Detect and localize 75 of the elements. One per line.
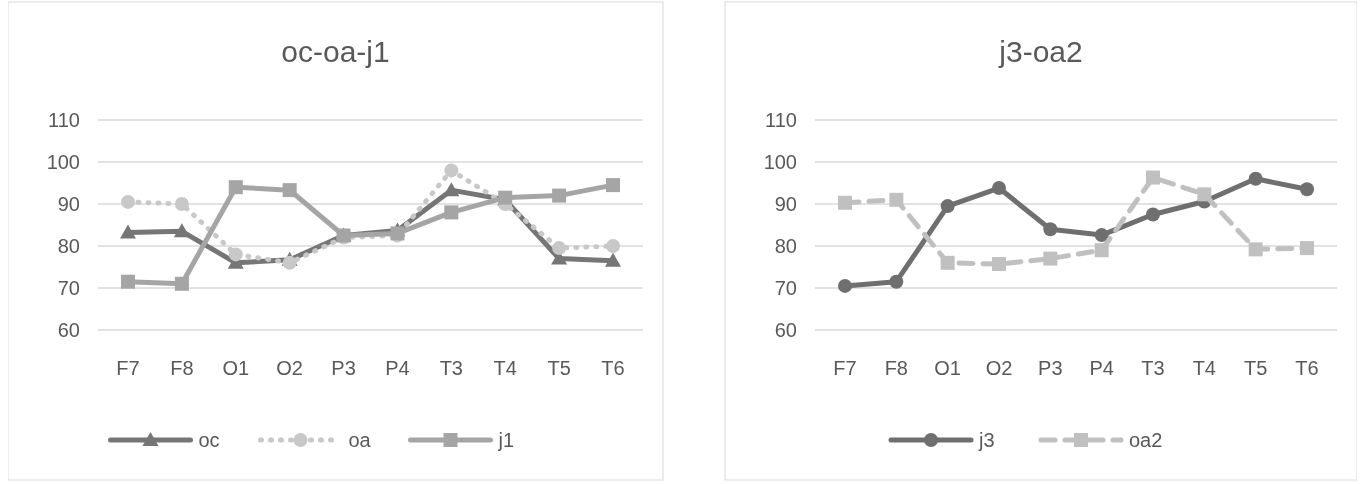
y-tick-label: 70 bbox=[57, 277, 80, 299]
x-tick-label: F8 bbox=[884, 357, 909, 379]
point bbox=[606, 239, 620, 253]
y-tick-label: 100 bbox=[46, 151, 80, 173]
x-tick-label: P3 bbox=[331, 357, 356, 379]
x-tick-label: O2 bbox=[985, 357, 1013, 379]
point bbox=[605, 252, 621, 267]
y-tick-label: 80 bbox=[57, 235, 80, 257]
point bbox=[940, 255, 955, 270]
point bbox=[1146, 207, 1160, 222]
point bbox=[992, 181, 1006, 196]
y-tick-label: 110 bbox=[48, 109, 80, 131]
y-tick-label: 80 bbox=[774, 235, 797, 257]
point bbox=[1094, 243, 1109, 258]
point bbox=[1248, 171, 1263, 186]
point bbox=[552, 188, 567, 203]
x-tick-label: T6 bbox=[1295, 357, 1319, 379]
point bbox=[173, 223, 190, 238]
point bbox=[282, 255, 297, 270]
x-tick-label: T3 bbox=[439, 357, 464, 379]
point bbox=[174, 276, 189, 291]
point bbox=[121, 274, 135, 289]
y-tick-label: 90 bbox=[57, 193, 80, 215]
x-tick-label: F7 bbox=[833, 357, 857, 379]
point bbox=[1248, 242, 1263, 257]
x-tick-label: P4 bbox=[1089, 357, 1114, 379]
point bbox=[889, 192, 904, 207]
x-tick-label: T6 bbox=[601, 357, 625, 379]
point bbox=[1146, 170, 1160, 185]
x-tick-label: O2 bbox=[276, 357, 304, 379]
x-tick-label: O1 bbox=[222, 357, 250, 379]
point bbox=[992, 257, 1006, 272]
x-tick-label: P4 bbox=[385, 357, 410, 379]
point bbox=[552, 241, 567, 256]
point bbox=[1043, 222, 1058, 237]
x-tick-label: T5 bbox=[547, 357, 571, 379]
x-tick-label: F8 bbox=[170, 357, 194, 379]
point bbox=[120, 224, 136, 239]
point bbox=[444, 205, 459, 220]
point bbox=[282, 183, 297, 198]
y-tick-label: 60 bbox=[774, 319, 797, 341]
chart-title: oc-oa-j1 bbox=[281, 35, 390, 68]
x-tick-label: F7 bbox=[116, 357, 140, 379]
legend-label: oa2 bbox=[1129, 429, 1163, 451]
point bbox=[838, 278, 852, 293]
legend-label: j3 bbox=[978, 429, 995, 451]
legend-label: j1 bbox=[497, 429, 515, 451]
point bbox=[889, 274, 904, 289]
y-tick-label: 90 bbox=[774, 193, 797, 215]
point bbox=[1197, 187, 1212, 202]
x-tick-label: T4 bbox=[1192, 357, 1217, 379]
x-tick-label: P3 bbox=[1038, 357, 1063, 379]
point bbox=[1094, 228, 1109, 243]
legend-label: oa bbox=[348, 429, 372, 451]
y-tick-label: 70 bbox=[774, 277, 797, 299]
y-tick-label: 60 bbox=[57, 319, 80, 341]
y-tick-label: 100 bbox=[763, 151, 797, 173]
point bbox=[228, 180, 243, 195]
x-tick-label: T5 bbox=[1243, 357, 1268, 379]
point bbox=[174, 197, 189, 211]
point bbox=[121, 194, 135, 209]
point bbox=[1043, 251, 1058, 266]
y-tick-label: 110 bbox=[765, 109, 797, 131]
chart-title: j3-oa2 bbox=[998, 35, 1083, 68]
point bbox=[444, 163, 459, 178]
legend-label: oc bbox=[198, 429, 220, 451]
x-tick-label: T4 bbox=[493, 357, 517, 379]
x-tick-label: T3 bbox=[1141, 357, 1165, 379]
x-tick-label: O1 bbox=[934, 357, 962, 379]
point bbox=[228, 247, 243, 262]
point bbox=[606, 178, 620, 193]
point bbox=[1300, 182, 1314, 197]
point bbox=[1300, 241, 1314, 256]
point bbox=[838, 195, 852, 210]
point bbox=[940, 199, 955, 214]
